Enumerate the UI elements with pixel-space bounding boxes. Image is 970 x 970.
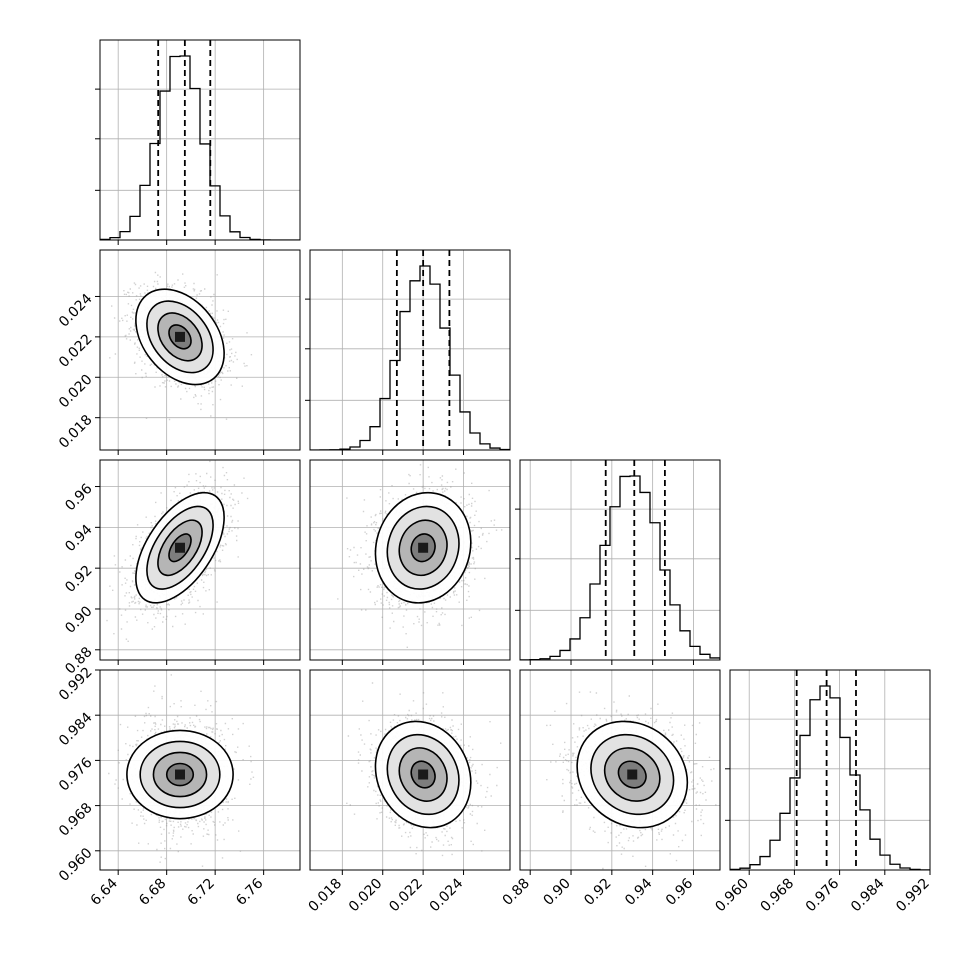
density-peak	[418, 542, 429, 553]
contour-line-2	[152, 751, 208, 798]
contour-line-3	[410, 760, 436, 789]
panel-frame	[99, 39, 301, 241]
x-tick-label: 6.68	[136, 876, 169, 909]
density-peak	[175, 331, 185, 342]
y-tick-label: 0.024	[56, 291, 96, 331]
x-tick-label: 6.76	[233, 875, 266, 908]
contour-line-3	[165, 762, 195, 787]
x-tick-label: 0.94	[622, 875, 655, 908]
contour-line-1	[590, 733, 675, 816]
x-tick-label: 6.72	[185, 876, 218, 909]
scatter-panel-3-1: 0.018 0.020 0.022 0.024	[305, 669, 511, 916]
y-tick-label: 0.92	[62, 563, 95, 596]
contour-line-1	[386, 505, 460, 590]
contour-line-1	[386, 733, 460, 816]
hist-panel-3: 0.960 0.968 0.976 0.984 0.992	[712, 669, 933, 916]
contour-line-2	[157, 519, 203, 577]
y-tick-label: 0.018	[56, 412, 96, 452]
y-tick-label: 0.96	[62, 481, 95, 514]
panel-frame	[99, 669, 301, 871]
density-peak	[175, 542, 185, 553]
y-tick-label: 0.984	[56, 709, 96, 749]
histogram-step	[520, 475, 720, 660]
y-tick-label: 0.968	[56, 800, 96, 840]
contour-line-0	[135, 288, 225, 386]
panel-frame	[309, 459, 511, 661]
scatter-panel-3-2: 0.88 0.90 0.92 0.94 0.96	[500, 669, 721, 909]
x-tick-label: 0.992	[893, 876, 933, 916]
x-tick-label: 0.984	[848, 875, 888, 915]
hist-panel-1	[305, 249, 511, 455]
x-tick-label: 0.976	[803, 875, 843, 915]
x-tick-label: 0.018	[305, 876, 345, 916]
contour-line-1	[146, 505, 214, 590]
scatter-panel-2-0: 0.880.900.920.940.96	[62, 459, 301, 677]
hist-panel-0	[95, 39, 301, 245]
contour-line-0	[135, 491, 225, 604]
panel-frame	[519, 669, 721, 871]
contour-line-3	[410, 533, 436, 563]
hist-panel-2	[515, 459, 721, 665]
contour-line-1	[139, 740, 221, 809]
panel-frame	[729, 669, 931, 871]
contour-line-3	[168, 533, 192, 563]
contour-line-0	[374, 491, 472, 604]
x-tick-label: 0.968	[758, 876, 798, 916]
density-peak	[175, 769, 185, 780]
density-peak	[418, 769, 429, 780]
histogram-step	[310, 265, 510, 450]
scatter-panel-2-1	[309, 459, 511, 665]
contour-line-0	[126, 729, 234, 820]
histogram-step	[730, 685, 930, 870]
contour-line-0	[374, 720, 472, 829]
x-tick-label: 0.92	[581, 876, 614, 909]
contour-line-2	[398, 747, 448, 802]
x-tick-label: 0.020	[346, 876, 386, 916]
y-tick-label: 0.90	[62, 603, 95, 636]
contour-line-2	[157, 312, 203, 362]
y-tick-label: 0.960	[56, 845, 96, 885]
x-tick-label: 0.90	[540, 876, 573, 909]
panel-frame	[99, 459, 301, 661]
contour-line-2	[603, 747, 661, 802]
density-peak	[627, 769, 638, 780]
panel-frame	[99, 249, 301, 451]
x-tick-label: 6.64	[88, 875, 121, 908]
contour-line-0	[576, 720, 689, 829]
y-tick-label: 0.976	[56, 755, 96, 795]
contour-line-2	[398, 519, 448, 577]
x-tick-label: 0.960	[712, 876, 752, 916]
panel-frame	[309, 669, 511, 871]
contour-line-3	[617, 760, 647, 789]
panel-frame	[309, 249, 511, 451]
x-tick-label: 0.88	[500, 876, 533, 909]
contour-line-3	[168, 324, 192, 350]
contour-line-1	[146, 300, 214, 374]
x-tick-label: 0.024	[427, 875, 467, 915]
x-tick-label: 0.022	[386, 876, 426, 916]
y-tick-label: 0.020	[56, 372, 96, 412]
histogram-step	[100, 55, 300, 240]
panel-frame	[519, 459, 721, 661]
y-tick-label: 0.94	[62, 522, 95, 555]
y-tick-label: 0.022	[56, 331, 96, 371]
x-tick-label: 0.96	[663, 875, 696, 908]
